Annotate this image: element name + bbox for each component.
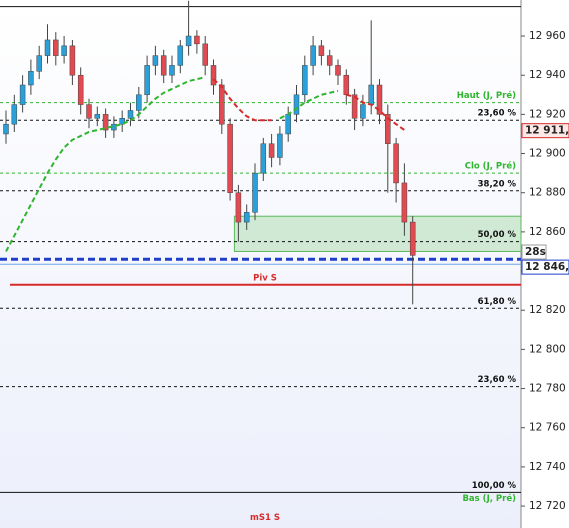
level-label: Haut (J, Pré): [457, 90, 516, 101]
candle-body: [61, 45, 67, 56]
candle-body: [293, 94, 300, 115]
level-label: Bas (J, Pré): [462, 493, 516, 504]
y-tick-label: 12 820: [529, 304, 566, 316]
y-tick-label: 12 760: [529, 422, 566, 434]
candle-body: [11, 104, 18, 125]
candle-body: [409, 221, 416, 256]
zone: [233, 215, 522, 252]
y-tick-label: 12 740: [529, 461, 566, 473]
moving-average: [212, 78, 272, 122]
candle-body: [69, 45, 76, 76]
candle-body: [152, 55, 159, 66]
candle-body: [144, 65, 150, 96]
y-tick-label: 12 780: [529, 383, 566, 395]
candle-body: [252, 172, 258, 213]
candle-body: [3, 123, 9, 135]
candle-body: [351, 94, 358, 119]
candle-body: [210, 65, 217, 86]
candle-body: [393, 143, 399, 184]
moving-average: [346, 93, 405, 131]
candle-body: [310, 45, 316, 66]
candle-body: [177, 45, 184, 66]
y-tick-label: 12 900: [529, 148, 566, 160]
level-label: 23,60 %: [478, 375, 517, 385]
level-label: 38,20 %: [478, 179, 517, 189]
candle-body: [285, 114, 291, 135]
candle-body: [326, 55, 333, 66]
y-tick-label: 12 880: [529, 187, 566, 199]
candle-body: [44, 39, 51, 56]
candle-body: [343, 74, 350, 96]
candle-body: [219, 84, 225, 125]
candle-body: [160, 55, 167, 76]
countdown: 28s: [525, 246, 546, 258]
y-tick-label: 12 940: [529, 69, 566, 81]
level-label: mS1 S: [250, 513, 280, 523]
candle-body: [169, 65, 175, 76]
level-label: 50,00 %: [478, 230, 517, 240]
y-tick-label: 12 860: [529, 226, 566, 238]
candle-body: [318, 45, 325, 56]
level-label: 100,00 %: [472, 481, 517, 491]
countdown-box: [521, 244, 547, 260]
y-tick-label: 12 800: [529, 343, 566, 355]
level-label: 61,80 %: [478, 297, 517, 307]
candle-body: [53, 39, 59, 56]
candle-body: [268, 143, 275, 158]
price-tag-label: 12 911,68: [525, 125, 569, 137]
level-label: 23,60 %: [478, 109, 517, 119]
moving-average: [279, 89, 339, 120]
candle-body: [94, 114, 101, 119]
candle-body: [127, 110, 134, 119]
price-tag: [521, 123, 569, 139]
candle-body: [77, 74, 84, 105]
candle-body: [243, 212, 250, 223]
candle-body: [102, 114, 109, 131]
y-tick-label: 12 920: [529, 108, 566, 120]
price-tag: [521, 259, 569, 275]
candle-body: [28, 71, 34, 86]
candle-body: [227, 123, 233, 193]
moving-average: [5, 76, 206, 252]
candle-body: [185, 35, 192, 47]
candle-body: [335, 65, 341, 76]
level-label: Clo (J, Pré): [465, 161, 516, 172]
candle-body: [194, 35, 200, 45]
candle-body: [202, 43, 208, 66]
candle-body: [385, 114, 391, 145]
candle-body: [86, 104, 92, 119]
candle-body: [376, 84, 383, 115]
price-tag-label: 12 846,: [525, 261, 569, 273]
candle-body: [368, 84, 374, 105]
candle-body: [119, 118, 125, 125]
candle-body: [360, 104, 366, 119]
candle-body: [19, 84, 26, 105]
y-tick-label: 12 960: [529, 30, 566, 42]
candle-body: [260, 143, 267, 174]
candle-body: [401, 182, 408, 223]
candle-body: [136, 94, 142, 111]
candle-body: [235, 192, 242, 223]
y-tick-label: 12 720: [529, 500, 566, 512]
candle-body: [36, 55, 42, 72]
candle-body: [277, 133, 283, 158]
candle-body: [302, 65, 308, 96]
level-label: Piv S: [253, 273, 277, 283]
